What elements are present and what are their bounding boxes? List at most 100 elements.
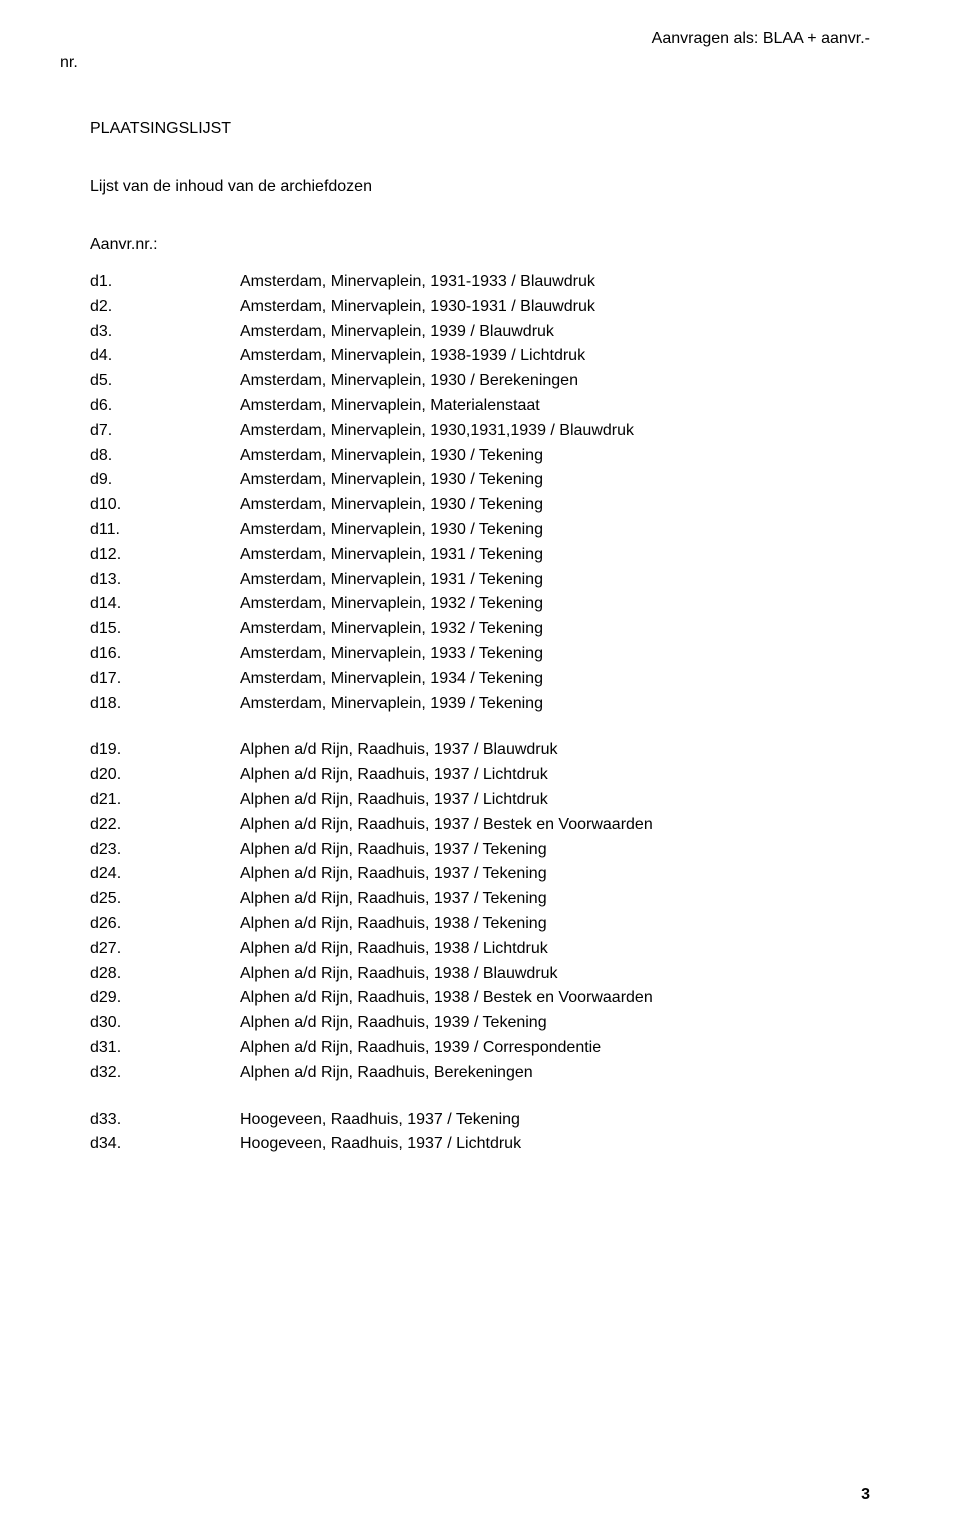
entry-id: d6. — [90, 394, 240, 419]
entry-description: Alphen a/d Rijn, Raadhuis, 1937 / Tekeni… — [240, 862, 870, 887]
entry-row: d21.Alphen a/d Rijn, Raadhuis, 1937 / Li… — [90, 788, 870, 813]
entry-row: d9.Amsterdam, Minervaplein, 1930 / Teken… — [90, 468, 870, 493]
entry-id: d9. — [90, 468, 240, 493]
header-top-right: Aanvragen als: BLAA + aanvr.- — [652, 30, 870, 48]
entry-row: d1.Amsterdam, Minervaplein, 1931-1933 / … — [90, 270, 870, 295]
entry-description: Alphen a/d Rijn, Raadhuis, 1938 / Tekeni… — [240, 912, 870, 937]
entry-description: Amsterdam, Minervaplein, Materialenstaat — [240, 394, 870, 419]
entry-description: Alphen a/d Rijn, Raadhuis, 1937 / Tekeni… — [240, 887, 870, 912]
entry-id: d21. — [90, 788, 240, 813]
aanvr-label: Aanvr.nr.: — [90, 236, 870, 254]
entry-id: d31. — [90, 1036, 240, 1061]
entry-description: Alphen a/d Rijn, Raadhuis, 1939 / Corres… — [240, 1036, 870, 1061]
entry-description: Amsterdam, Minervaplein, 1934 / Tekening — [240, 667, 870, 692]
entry-row: d26.Alphen a/d Rijn, Raadhuis, 1938 / Te… — [90, 912, 870, 937]
entry-row: d23.Alphen a/d Rijn, Raadhuis, 1937 / Te… — [90, 838, 870, 863]
entry-description: Hoogeveen, Raadhuis, 1937 / Tekening — [240, 1108, 870, 1133]
entry-id: d5. — [90, 369, 240, 394]
entry-id: d13. — [90, 568, 240, 593]
entry-description: Alphen a/d Rijn, Raadhuis, 1937 / Lichtd… — [240, 763, 870, 788]
entry-id: d26. — [90, 912, 240, 937]
entry-row: d13.Amsterdam, Minervaplein, 1931 / Teke… — [90, 568, 870, 593]
page-number: 3 — [861, 1486, 870, 1504]
entry-id: d20. — [90, 763, 240, 788]
entry-row: d30.Alphen a/d Rijn, Raadhuis, 1939 / Te… — [90, 1011, 870, 1036]
entry-description: Alphen a/d Rijn, Raadhuis, 1937 / Bestek… — [240, 813, 870, 838]
entry-id: d2. — [90, 295, 240, 320]
entry-row: d34.Hoogeveen, Raadhuis, 1937 / Lichtdru… — [90, 1132, 870, 1157]
entry-description: Alphen a/d Rijn, Raadhuis, 1938 / Blauwd… — [240, 962, 870, 987]
entry-row: d22.Alphen a/d Rijn, Raadhuis, 1937 / Be… — [90, 813, 870, 838]
entry-row: d11.Amsterdam, Minervaplein, 1930 / Teke… — [90, 518, 870, 543]
entry-description: Amsterdam, Minervaplein, 1939 / Blauwdru… — [240, 320, 870, 345]
header-top-left: nr. — [60, 54, 78, 72]
entry-row: d8.Amsterdam, Minervaplein, 1930 / Teken… — [90, 444, 870, 469]
entry-id: d15. — [90, 617, 240, 642]
entry-description: Amsterdam, Minervaplein, 1930 / Tekening — [240, 468, 870, 493]
entry-row: d12.Amsterdam, Minervaplein, 1931 / Teke… — [90, 543, 870, 568]
entry-description: Alphen a/d Rijn, Raadhuis, 1939 / Tekeni… — [240, 1011, 870, 1036]
entry-description: Alphen a/d Rijn, Raadhuis, 1938 / Bestek… — [240, 986, 870, 1011]
entry-row: d17.Amsterdam, Minervaplein, 1934 / Teke… — [90, 667, 870, 692]
entry-id: d19. — [90, 738, 240, 763]
entry-group: d1.Amsterdam, Minervaplein, 1931-1933 / … — [90, 270, 870, 716]
entry-description: Alphen a/d Rijn, Raadhuis, 1938 / Lichtd… — [240, 937, 870, 962]
entry-row: d25.Alphen a/d Rijn, Raadhuis, 1937 / Te… — [90, 887, 870, 912]
entry-row: d24.Alphen a/d Rijn, Raadhuis, 1937 / Te… — [90, 862, 870, 887]
entry-row: d5.Amsterdam, Minervaplein, 1930 / Berek… — [90, 369, 870, 394]
entry-id: d25. — [90, 887, 240, 912]
entry-group: d19.Alphen a/d Rijn, Raadhuis, 1937 / Bl… — [90, 738, 870, 1085]
entry-id: d14. — [90, 592, 240, 617]
entry-row: d10.Amsterdam, Minervaplein, 1930 / Teke… — [90, 493, 870, 518]
entry-description: Alphen a/d Rijn, Raadhuis, 1937 / Tekeni… — [240, 838, 870, 863]
entry-id: d22. — [90, 813, 240, 838]
entry-id: d32. — [90, 1061, 240, 1086]
entry-row: d32.Alphen a/d Rijn, Raadhuis, Berekenin… — [90, 1061, 870, 1086]
entry-id: d3. — [90, 320, 240, 345]
entry-row: d4.Amsterdam, Minervaplein, 1938-1939 / … — [90, 344, 870, 369]
entry-id: d27. — [90, 937, 240, 962]
entry-description: Alphen a/d Rijn, Raadhuis, 1937 / Blauwd… — [240, 738, 870, 763]
entry-row: d28.Alphen a/d Rijn, Raadhuis, 1938 / Bl… — [90, 962, 870, 987]
entry-id: d17. — [90, 667, 240, 692]
entry-id: d11. — [90, 518, 240, 543]
entry-description: Amsterdam, Minervaplein, 1931 / Tekening — [240, 568, 870, 593]
entry-description: Hoogeveen, Raadhuis, 1937 / Lichtdruk — [240, 1132, 870, 1157]
entry-description: Amsterdam, Minervaplein, 1932 / Tekening — [240, 592, 870, 617]
entry-description: Amsterdam, Minervaplein, 1930,1931,1939 … — [240, 419, 870, 444]
entry-description: Amsterdam, Minervaplein, 1930 / Berekeni… — [240, 369, 870, 394]
entry-id: d23. — [90, 838, 240, 863]
entry-row: d31.Alphen a/d Rijn, Raadhuis, 1939 / Co… — [90, 1036, 870, 1061]
entry-id: d10. — [90, 493, 240, 518]
entry-id: d33. — [90, 1108, 240, 1133]
entry-description: Amsterdam, Minervaplein, 1931 / Tekening — [240, 543, 870, 568]
entry-row: d18.Amsterdam, Minervaplein, 1939 / Teke… — [90, 692, 870, 717]
entry-row: d20.Alphen a/d Rijn, Raadhuis, 1937 / Li… — [90, 763, 870, 788]
entry-row: d14.Amsterdam, Minervaplein, 1932 / Teke… — [90, 592, 870, 617]
entry-description: Amsterdam, Minervaplein, 1930 / Tekening — [240, 493, 870, 518]
section-title: PLAATSINGSLIJST — [90, 120, 870, 138]
entry-row: d33.Hoogeveen, Raadhuis, 1937 / Tekening — [90, 1108, 870, 1133]
entry-description: Amsterdam, Minervaplein, 1938-1939 / Lic… — [240, 344, 870, 369]
entry-description: Amsterdam, Minervaplein, 1933 / Tekening — [240, 642, 870, 667]
entry-id: d12. — [90, 543, 240, 568]
entry-row: d29.Alphen a/d Rijn, Raadhuis, 1938 / Be… — [90, 986, 870, 1011]
entry-row: d6.Amsterdam, Minervaplein, Materialenst… — [90, 394, 870, 419]
entry-row: d16.Amsterdam, Minervaplein, 1933 / Teke… — [90, 642, 870, 667]
entry-id: d4. — [90, 344, 240, 369]
entry-row: d2.Amsterdam, Minervaplein, 1930-1931 / … — [90, 295, 870, 320]
subtitle: Lijst van de inhoud van de archiefdozen — [90, 178, 870, 196]
entry-id: d30. — [90, 1011, 240, 1036]
entries-container: d1.Amsterdam, Minervaplein, 1931-1933 / … — [90, 270, 870, 1157]
entry-description: Alphen a/d Rijn, Raadhuis, 1937 / Lichtd… — [240, 788, 870, 813]
entry-group: d33.Hoogeveen, Raadhuis, 1937 / Tekening… — [90, 1108, 870, 1158]
entry-description: Amsterdam, Minervaplein, 1930-1931 / Bla… — [240, 295, 870, 320]
entry-id: d8. — [90, 444, 240, 469]
entry-description: Amsterdam, Minervaplein, 1931-1933 / Bla… — [240, 270, 870, 295]
document-page: Aanvragen als: BLAA + aanvr.- nr. PLAATS… — [0, 0, 960, 1534]
entry-id: d7. — [90, 419, 240, 444]
entry-description: Alphen a/d Rijn, Raadhuis, Berekeningen — [240, 1061, 870, 1086]
entry-id: d24. — [90, 862, 240, 887]
entry-row: d15.Amsterdam, Minervaplein, 1932 / Teke… — [90, 617, 870, 642]
entry-id: d1. — [90, 270, 240, 295]
